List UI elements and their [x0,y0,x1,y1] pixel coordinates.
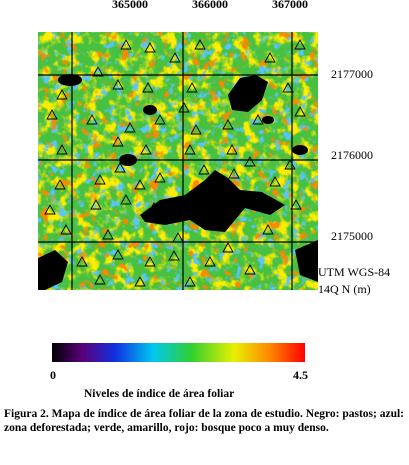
sample-points [44,39,306,287]
pasture-patches [38,74,318,290]
sample-point [222,242,234,253]
sample-point [184,144,196,155]
sample-point [94,274,106,285]
sample-point [226,144,238,155]
x-label: 366000 [192,0,228,11]
sample-point [144,256,156,267]
sample-point [194,39,206,50]
sample-point [134,276,146,287]
patch [140,170,285,232]
colorbar-title: Niveles de índice de área foliar [84,388,235,400]
map [38,32,318,362]
sample-point [178,102,190,113]
sample-point [186,82,198,93]
grid [38,32,318,290]
raster-red [38,32,318,290]
sample-point [54,179,66,190]
sample-point [264,52,276,63]
sample-point [269,176,281,187]
projection: 14Q N (m) [318,282,371,296]
sample-point [290,199,302,210]
sample-point [134,179,146,190]
sample-point [168,250,180,261]
y-label: 2177000 [331,67,373,81]
sample-point [90,199,102,210]
sample-point [120,194,132,205]
sample-point [140,144,152,155]
sample-point [86,114,98,125]
sample-point [294,106,306,117]
sample-point [112,249,124,260]
sample-point [204,256,216,267]
caption: Figura 2. Mapa de índice de área foliar … [4,408,404,434]
sample-point [252,114,264,125]
sample-point [92,66,104,77]
sample-point [282,82,294,93]
patch [295,240,318,282]
sample-point [60,224,72,235]
sample-point [190,124,202,135]
colorbar-min: 0 [50,368,56,382]
projection: UTM WGS-84 [318,265,391,279]
colorbar [52,343,305,362]
x-label: 367000 [272,0,308,11]
sample-point [148,202,160,213]
raster [38,32,318,290]
sample-point [112,79,124,90]
y-label: 2175000 [331,229,373,243]
sample-point [76,256,88,267]
sample-point [222,119,234,130]
patch [38,250,68,290]
sample-point [44,204,56,215]
sample-point [120,39,132,50]
sample-point [198,164,210,175]
sample-point [244,264,256,275]
colorbar-max: 4.5 [293,368,308,382]
sample-point [154,172,166,183]
y-label: 2176000 [331,148,373,162]
sample-point [114,162,126,173]
sample-point [56,144,68,155]
sample-point [56,89,68,100]
sample-point [46,109,58,120]
sample-point [262,224,274,235]
sample-point [228,168,240,179]
patch [228,75,268,112]
sample-point [294,39,306,50]
patch [292,145,308,155]
sample-point [102,229,114,240]
sample-point [154,114,166,125]
patch [58,74,82,86]
patch [262,116,274,124]
sample-point [169,52,181,63]
sample-point [112,136,124,147]
sample-point [244,156,256,167]
sample-point [144,42,156,53]
sample-point [204,219,216,230]
sample-point [94,174,106,185]
sample-point [124,122,136,133]
sample-point [184,276,196,287]
sample-point [142,82,154,93]
patch [143,105,157,115]
x-label: 365000 [112,0,148,11]
sample-point [244,194,256,205]
